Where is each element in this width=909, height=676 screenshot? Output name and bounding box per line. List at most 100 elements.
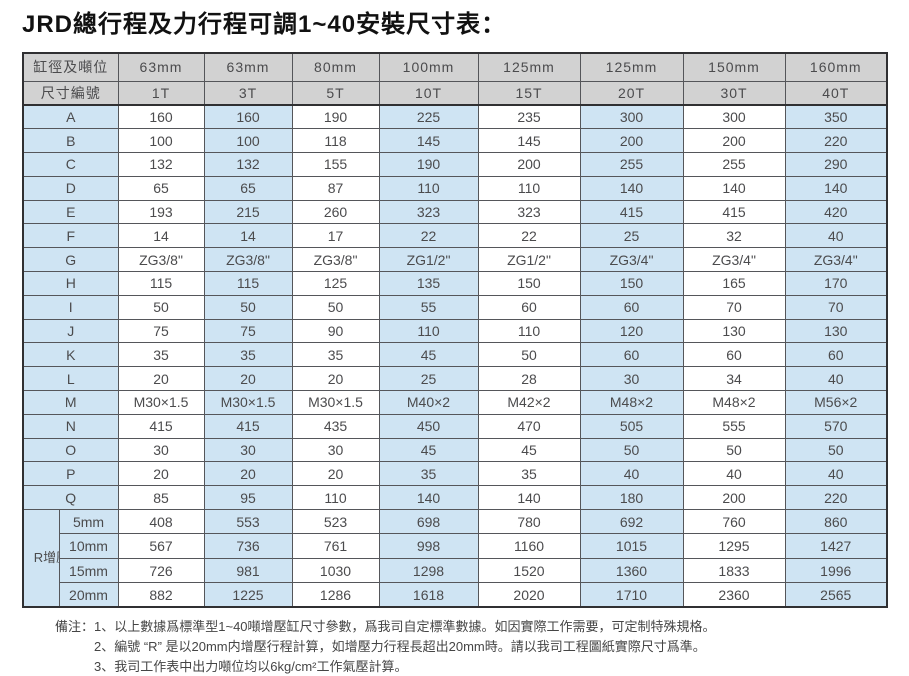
table-row: N 415 415 435 450 470 505 555 570 <box>22 413 888 439</box>
table-cell: 20 <box>203 461 293 487</box>
table-row: Q 85 95 110 140 140 180 200 220 <box>22 485 888 511</box>
row-label: D <box>22 175 119 201</box>
table-cell: 220 <box>784 485 888 511</box>
header-cell-tonnage: 30T <box>682 80 786 106</box>
table-row: 10mm 567 736 761 998 1160 1015 1295 1427 <box>23 533 888 559</box>
table-cell: 200 <box>682 128 786 154</box>
table-cell: 1618 <box>378 582 479 608</box>
table-cell: 35 <box>378 461 479 487</box>
table-cell: 60 <box>682 342 786 368</box>
header-cell-tonnage: 40T <box>784 80 888 106</box>
table-cell: 882 <box>117 582 205 608</box>
table-cell: 60 <box>579 342 684 368</box>
remarks: 備注： 1、以上數據爲標準型1~40噸增壓缸尺寸參數，爲我司自定標準數據。如因實… <box>55 617 716 676</box>
table-cell: 40 <box>682 461 786 487</box>
table-cell: 160 <box>203 104 293 130</box>
table-cell: 2020 <box>477 582 581 608</box>
header-cell-diameter: 125mm <box>477 52 581 82</box>
table-cell: 45 <box>378 437 479 463</box>
table-header: 缸徑及噸位 63mm 63mm 80mm 100mm 125mm 125mm 1… <box>22 52 888 106</box>
table-cell: 125 <box>291 271 380 296</box>
table-cell: 50 <box>117 294 205 320</box>
table-cell: 523 <box>291 509 380 535</box>
table-cell: 40 <box>579 461 684 487</box>
table-cell: 65 <box>203 175 293 201</box>
row-label: F <box>22 223 119 249</box>
table-cell: 20 <box>117 461 205 487</box>
table-row: K 35 35 35 45 50 60 60 60 <box>22 342 888 368</box>
table-cell: 90 <box>291 318 380 344</box>
table-cell: 140 <box>378 485 479 511</box>
row-label: E <box>22 199 119 225</box>
table-cell: 570 <box>784 413 888 439</box>
table-cell: 2360 <box>682 582 786 608</box>
table-cell: 1298 <box>378 557 479 584</box>
row-label: I <box>22 294 119 320</box>
table-cell: 50 <box>291 294 380 320</box>
table-cell: 115 <box>203 271 293 296</box>
row-label: B <box>22 128 119 154</box>
header-cell-tonnage: 3T <box>203 80 293 106</box>
table-cell: 415 <box>579 199 684 225</box>
table-cell: 190 <box>378 152 479 177</box>
table-cell: 35 <box>477 461 581 487</box>
table-cell: 225 <box>378 104 479 130</box>
table-cell: 145 <box>477 128 581 154</box>
table-cell: 415 <box>682 199 786 225</box>
table-cell: 190 <box>291 104 380 130</box>
table-cell: M42×2 <box>477 390 581 415</box>
table-cell: M48×2 <box>579 390 684 415</box>
header-row-diameter: 缸徑及噸位 63mm 63mm 80mm 100mm 125mm 125mm 1… <box>22 52 888 82</box>
table-cell: 1225 <box>203 582 293 608</box>
header-cell-tonnage: 20T <box>579 80 684 106</box>
table-cell: 120 <box>579 318 684 344</box>
table-cell: 323 <box>477 199 581 225</box>
table-cell: 415 <box>203 413 293 439</box>
table-cell: 140 <box>682 175 786 201</box>
table-cell: M56×2 <box>784 390 888 415</box>
table-cell: 1360 <box>579 557 684 584</box>
table-cell: 165 <box>682 271 786 296</box>
table-cell: 75 <box>203 318 293 344</box>
table-cell: 60 <box>784 342 888 368</box>
table-cell: 200 <box>579 128 684 154</box>
table-cell: 1833 <box>682 557 786 584</box>
table-cell: 160 <box>117 104 205 130</box>
table-cell: ZG3/4" <box>784 247 888 273</box>
table-row: 20mm 882 1225 1286 1618 2020 1710 2360 2… <box>23 582 888 608</box>
table-cell: 780 <box>477 509 581 535</box>
table-cell: 300 <box>682 104 786 130</box>
row-label: C <box>22 152 119 177</box>
table-cell: 1520 <box>477 557 581 584</box>
table-cell: 34 <box>682 366 786 392</box>
table-cell: 1015 <box>579 533 684 559</box>
table-cell: 698 <box>378 509 479 535</box>
row-label: K <box>22 342 119 368</box>
table-cell: 505 <box>579 413 684 439</box>
table-cell: 40 <box>784 461 888 487</box>
table-cell: 553 <box>203 509 293 535</box>
table-row: A 160 160 190 225 235 300 300 350 <box>22 104 888 130</box>
table-cell: 1710 <box>579 582 684 608</box>
table-cell: 130 <box>682 318 786 344</box>
row-label: G <box>22 247 119 273</box>
table-cell: 50 <box>477 342 581 368</box>
header-cell-tonnage: 1T <box>117 80 205 106</box>
table-cell: 85 <box>117 485 205 511</box>
table-cell: ZG3/8" <box>203 247 293 273</box>
r-section-vertical-label-text: R增壓行程 <box>33 549 58 565</box>
table-cell: 215 <box>203 199 293 225</box>
table-cell: M30×1.5 <box>117 390 205 415</box>
table-cell: 20 <box>117 366 205 392</box>
table-cell: 70 <box>784 294 888 320</box>
table-row: B 100 100 118 145 145 200 200 220 <box>22 128 888 154</box>
table-cell: 260 <box>291 199 380 225</box>
row-label: P <box>22 461 119 487</box>
table-row: M M30×1.5 M30×1.5 M30×1.5 M40×2 M42×2 M4… <box>22 390 888 415</box>
row-label: Q <box>22 485 119 511</box>
header-cell-diameter: 80mm <box>291 52 380 82</box>
page-title: JRD總行程及力行程可調1~40安裝尺寸表： <box>22 11 507 38</box>
table-cell: 323 <box>378 199 479 225</box>
table-cell: 50 <box>579 437 684 463</box>
table-row: O 30 30 30 45 45 50 50 50 <box>22 437 888 463</box>
